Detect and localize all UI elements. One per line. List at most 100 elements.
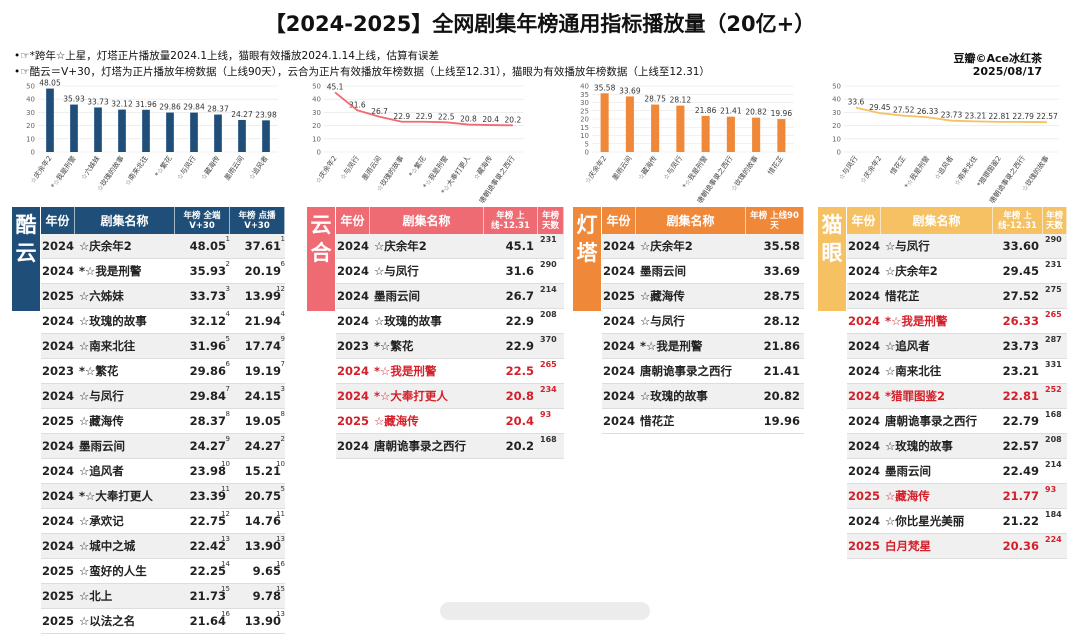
value-text: 13.90 <box>244 539 281 553</box>
bar <box>625 96 634 152</box>
rank-label: 13 <box>221 535 230 543</box>
value-cell: 20.82 <box>763 389 800 403</box>
value-cell: 19.96 <box>763 414 800 428</box>
rank-label: 15 <box>221 585 230 593</box>
data-label: 31.96 <box>135 100 157 109</box>
name-cell: ☆追风者 <box>79 464 124 478</box>
y-tick-label: 50 <box>26 83 35 91</box>
value-cell: 20.8 <box>505 389 534 403</box>
value-text: 21.73 <box>189 589 226 603</box>
value-cell: 33.69 <box>763 264 800 278</box>
days-cell: 168 <box>1045 410 1062 419</box>
table-row: 2024 墨雨云间 24.27 9 24.27 2 <box>41 434 285 459</box>
y-tick-label: 30 <box>26 109 35 117</box>
value-cell: 28.37 8 <box>175 409 230 433</box>
y-tick-label: 0 <box>837 149 841 157</box>
yunhe-table-header: 年份 剧集名称 年榜 上线-12.31 年榜 天数 <box>336 207 564 234</box>
year-cell: 2024 <box>41 489 74 503</box>
name-cell: *☆我是刑警 <box>640 339 703 353</box>
name-cell: 惜花芷 <box>640 414 675 428</box>
value-cell: 32.12 4 <box>175 309 230 333</box>
year-cell: 2025 <box>41 289 74 303</box>
y-tick-label: 50 <box>312 83 321 91</box>
year-cell: 2024 <box>41 514 74 528</box>
table-row: 2024 ☆庆余年2 45.1 231 <box>336 234 564 259</box>
value-cell: 21.41 <box>763 364 800 378</box>
name-cell: ☆北上 <box>79 589 113 603</box>
data-label: 21.86 <box>695 106 717 115</box>
name-cell: ☆藏海传 <box>885 489 930 503</box>
y-tick-label: 10 <box>832 135 841 143</box>
name-cell: 惜花芷 <box>885 289 920 303</box>
year-cell: 2024 <box>41 264 74 278</box>
value-text: 22.42 <box>189 539 226 553</box>
value-cell: 21.73 15 <box>175 584 230 608</box>
year-cell: 2024 <box>847 514 880 528</box>
year-cell: 2024 <box>336 364 369 378</box>
name-cell: *☆大奉打更人 <box>374 389 448 403</box>
name-cell: ☆玫瑰的故事 <box>374 314 442 328</box>
value-cell: 21.86 <box>763 339 800 353</box>
name-cell: ☆承欢记 <box>79 514 124 528</box>
y-tick-label: 10 <box>312 135 321 143</box>
name-cell: ☆玫瑰的故事 <box>885 439 953 453</box>
bar <box>94 107 102 152</box>
value-cell: 14.76 11 <box>230 509 285 533</box>
value-cell: 48.05 1 <box>175 234 230 258</box>
x-tick-label: ☆庆余年2 <box>583 154 609 185</box>
y-tick-label: 40 <box>26 96 35 104</box>
name-cell: 墨雨云间 <box>640 264 686 278</box>
value-cell: 22.49 <box>1002 464 1039 478</box>
rank-label: 13 <box>276 610 285 618</box>
year-cell: 2025 <box>41 564 74 578</box>
x-tick-label: ☆与凤行 <box>837 154 860 182</box>
bar <box>651 104 660 152</box>
maoyan-table-body: 2024 ☆与凤行 33.60 290 2024 ☆庆余年2 29.45 231 2024 惜花芷… <box>847 234 1067 559</box>
name-cell: *猎罪图鉴2 <box>885 389 946 403</box>
value-text: 21.94 <box>244 314 281 328</box>
value-cell: 45.1 <box>505 239 534 253</box>
days-cell: 290 <box>540 260 557 269</box>
y-tick-label: 35 <box>580 91 589 99</box>
days-cell: 93 <box>1045 485 1057 494</box>
year-cell: 2024 <box>847 289 880 303</box>
value-cell: 35.58 <box>763 239 800 253</box>
data-label: 22.9 <box>416 112 433 121</box>
yunhe-line-chart: 0 10 20 30 40 50 45.1 ☆庆余年2 31.6 ☆与凤行 26.7 墨雨云间 22.9… <box>312 82 524 203</box>
table-row: 2024 惜花芷 27.52 275 <box>847 284 1067 309</box>
x-tick-label: ☆藏海传 <box>471 154 494 182</box>
year-cell: 2024 <box>41 464 74 478</box>
value-text: 21.64 <box>189 614 226 628</box>
value-cell: 17.74 9 <box>230 334 285 358</box>
rank-label: 1 <box>225 235 230 243</box>
data-label: 23.98 <box>255 110 277 119</box>
value-text: 35.93 <box>189 264 226 278</box>
value-cell: 24.15 3 <box>230 384 285 408</box>
x-tick-label: 惜花芷 <box>888 154 907 176</box>
value-text: 24.27 <box>189 439 226 453</box>
rank-label: 13 <box>276 535 285 543</box>
data-label: 28.75 <box>644 95 666 104</box>
table-row: 2023 *☆繁花 22.9 370 <box>336 334 564 359</box>
y-tick-label: 30 <box>832 109 841 117</box>
table-row: 2024 *☆我是刑警 22.5 265 <box>336 359 564 384</box>
year-cell: 2025 <box>847 539 880 553</box>
year-cell: 2024 <box>847 439 880 453</box>
y-tick-label: 20 <box>26 122 35 130</box>
rank-label: 11 <box>276 510 285 518</box>
name-cell: ☆南来北往 <box>885 364 942 378</box>
year-cell: 2024 <box>336 314 369 328</box>
rank-label: 4 <box>280 310 285 318</box>
x-tick-label: *☆繁花 <box>153 154 174 179</box>
year-cell: 2024 <box>847 414 880 428</box>
days-cell: 208 <box>1045 435 1062 444</box>
rank-label: 6 <box>225 360 230 368</box>
data-label: 22.79 <box>1012 112 1034 121</box>
value-text: 29.86 <box>189 364 226 378</box>
table-row: 2025 ☆藏海传 21.77 93 <box>847 484 1067 509</box>
value-text: 23.98 <box>189 464 226 478</box>
data-label: 22.81 <box>989 112 1011 121</box>
year-cell: 2024 <box>336 239 369 253</box>
y-tick-label: 20 <box>312 122 321 130</box>
value-cell: 23.98 10 <box>175 459 230 483</box>
